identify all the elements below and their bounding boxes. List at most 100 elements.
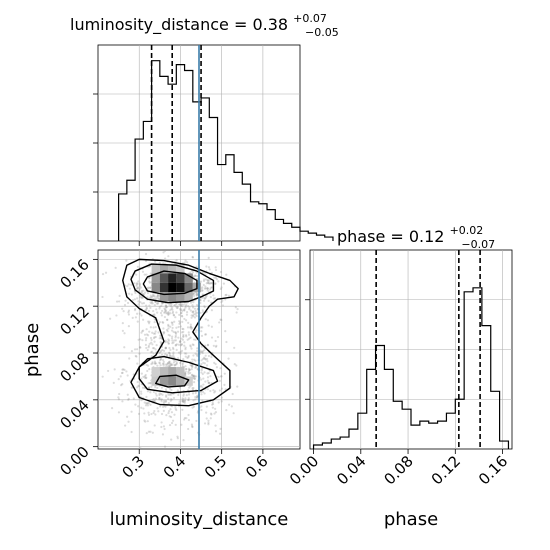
scatter-point — [138, 287, 141, 291]
scatter-point — [200, 367, 204, 370]
scatter-point — [168, 360, 171, 364]
scatter-point — [145, 273, 148, 276]
scatter-point — [174, 336, 177, 339]
scatter-point — [192, 343, 195, 347]
density-cell — [176, 264, 185, 274]
scatter-point — [195, 365, 198, 368]
scatter-point — [233, 363, 236, 366]
scatter-point — [157, 297, 161, 300]
density-cell — [159, 264, 169, 274]
scatter-point — [188, 306, 191, 309]
scatter-point — [213, 391, 216, 394]
scatter-point — [154, 300, 157, 304]
scatter-point — [185, 335, 188, 338]
scatter-point — [186, 326, 190, 329]
scatter-point — [146, 404, 150, 407]
scatter-point — [154, 385, 157, 389]
scatter-point — [215, 278, 219, 281]
scatter-point — [115, 300, 119, 303]
scatter-point — [207, 324, 210, 327]
scatter-point — [128, 287, 131, 290]
scatter-point — [153, 313, 156, 316]
scatter-point — [183, 309, 186, 312]
scatter-point — [172, 352, 175, 355]
scatter-point — [137, 280, 140, 283]
scatter-point — [216, 335, 220, 339]
scatter-point — [214, 282, 217, 286]
phase-hist-title: phase = 0.12 +0.02 −0.07 — [337, 219, 495, 251]
scatter-point — [205, 294, 208, 298]
scatter-point — [106, 369, 110, 373]
scatter-point — [182, 303, 185, 306]
scatter-point — [144, 343, 147, 346]
scatter-point — [196, 347, 199, 350]
scatter-point — [219, 287, 222, 291]
scatter-point — [175, 259, 178, 262]
scatter-point — [193, 374, 196, 377]
scatter-point — [168, 361, 171, 365]
scatter-point — [179, 350, 182, 354]
scatter-point — [169, 398, 173, 401]
scatter-point — [190, 314, 193, 317]
scatter-point — [180, 308, 183, 311]
scatter-point — [165, 395, 168, 398]
scatter-point — [143, 412, 146, 415]
scatter-point — [164, 309, 167, 312]
scatter-point — [193, 380, 196, 384]
scatter-point — [189, 344, 192, 347]
scatter-point — [189, 345, 192, 348]
scatter-point — [167, 339, 171, 342]
scatter-point — [205, 282, 208, 285]
scatter-point — [195, 396, 199, 399]
scatter-point — [174, 405, 177, 408]
scatter-point — [130, 386, 133, 389]
scatter-point — [200, 345, 203, 348]
scatter-point — [146, 401, 149, 405]
scatter-point — [200, 384, 203, 387]
scatter-point — [164, 400, 168, 403]
scatter-point — [206, 289, 209, 292]
scatter-point — [171, 419, 175, 422]
scatter-point — [194, 395, 197, 399]
scatter-point — [167, 312, 170, 315]
scatter-point — [172, 361, 176, 364]
scatter-point — [126, 284, 129, 288]
scatter-point — [204, 357, 207, 360]
scatter-point — [204, 318, 207, 321]
scatter-point — [207, 381, 210, 384]
scatter-point — [151, 346, 155, 350]
scatter-point — [158, 307, 161, 310]
scatter-point — [151, 302, 154, 305]
scatter-point — [205, 364, 209, 367]
scatter-point — [169, 362, 173, 365]
scatter-point — [148, 381, 152, 385]
scatter-point — [187, 367, 191, 370]
scatter-point — [151, 362, 154, 365]
scatter-point — [209, 412, 213, 415]
scatter-point — [184, 346, 187, 349]
scatter-point — [131, 299, 135, 302]
scatter-point — [178, 303, 181, 306]
scatter-point — [200, 330, 203, 333]
scatter-point — [168, 354, 171, 357]
scatter-point — [150, 412, 153, 416]
scatter-point — [146, 348, 149, 352]
scatter-point — [167, 342, 170, 345]
scatter-point — [144, 404, 148, 407]
scatter-point — [166, 330, 169, 333]
scatter-point — [134, 307, 137, 311]
scatter-point — [210, 336, 214, 339]
scatter-point — [189, 301, 193, 304]
scatter-point — [160, 421, 163, 424]
scatter-point — [153, 336, 156, 339]
scatter-point — [141, 329, 145, 332]
scatter-point — [121, 329, 124, 332]
scatter-point — [144, 259, 148, 263]
scatter-point — [146, 296, 149, 299]
scatter-point — [181, 397, 184, 400]
scatter-point — [168, 303, 171, 306]
scatter-point — [209, 281, 213, 285]
scatter-point — [167, 365, 170, 368]
scatter-point — [162, 251, 165, 254]
scatter-point — [174, 339, 178, 342]
